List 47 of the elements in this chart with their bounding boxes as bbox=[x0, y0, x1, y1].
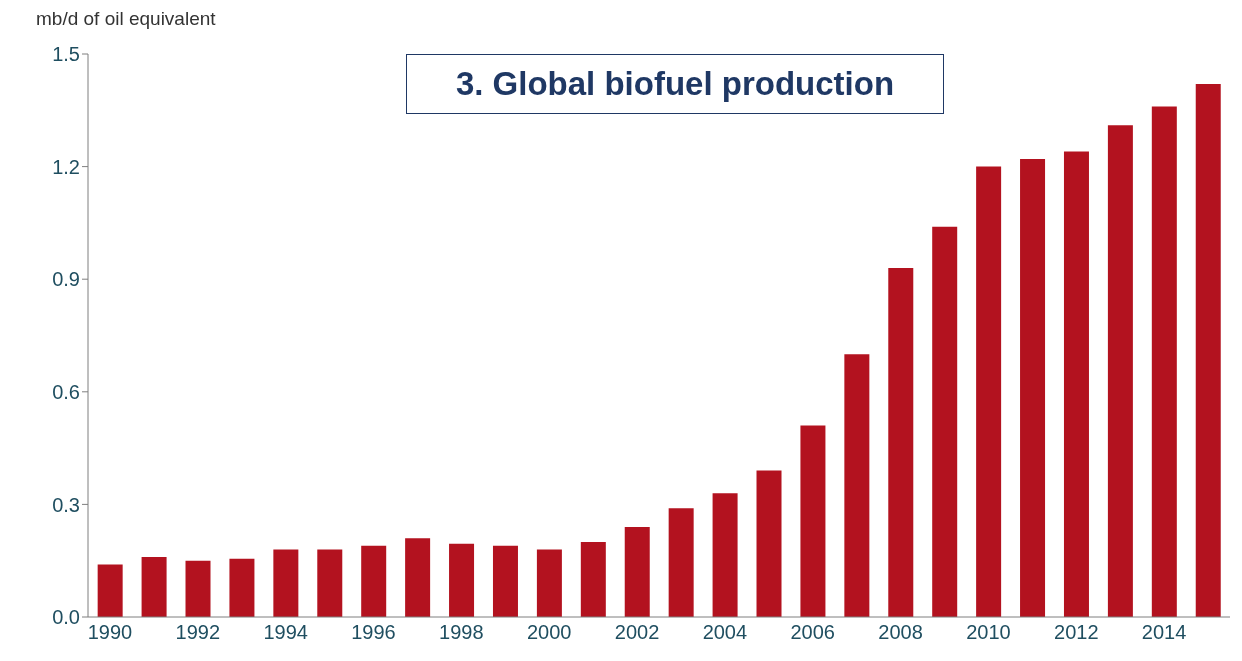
bar bbox=[1020, 159, 1046, 617]
x-tick-label: 1996 bbox=[351, 621, 396, 644]
bar bbox=[536, 549, 562, 617]
bar bbox=[888, 267, 914, 617]
bar bbox=[976, 166, 1002, 617]
y-tick-label: 1.2 bbox=[52, 155, 80, 178]
y-tick-label: 1.5 bbox=[52, 43, 80, 66]
bar bbox=[1063, 151, 1089, 617]
bar bbox=[756, 470, 782, 617]
bar bbox=[449, 543, 475, 617]
bar bbox=[141, 556, 167, 617]
bar bbox=[624, 526, 650, 617]
bar bbox=[712, 493, 738, 617]
x-tick-label: 2010 bbox=[966, 621, 1011, 644]
bar bbox=[580, 541, 606, 617]
bar bbox=[492, 545, 518, 617]
bar bbox=[844, 354, 870, 617]
bar bbox=[1107, 125, 1133, 617]
bar bbox=[185, 560, 211, 617]
bar bbox=[229, 558, 255, 617]
bar bbox=[668, 508, 694, 617]
bar bbox=[800, 425, 826, 617]
bar bbox=[317, 549, 343, 617]
bar bbox=[932, 226, 958, 617]
bar bbox=[361, 545, 387, 617]
y-tick-label: 0.3 bbox=[52, 493, 80, 516]
y-tick-label: 0.0 bbox=[52, 606, 80, 629]
x-tick-label: 2012 bbox=[1054, 621, 1099, 644]
bar bbox=[1151, 106, 1177, 617]
x-tick-label: 1992 bbox=[175, 621, 221, 644]
x-tick-label: 2014 bbox=[1141, 621, 1187, 644]
x-tick-label: 1994 bbox=[263, 621, 308, 644]
x-tick-label: 2004 bbox=[702, 621, 748, 644]
x-tick-label: 2008 bbox=[878, 621, 923, 644]
y-tick-label: 0.6 bbox=[52, 380, 80, 403]
y-axis-title: mb/d of oil equivalent bbox=[36, 8, 216, 30]
x-tick-label: 2002 bbox=[614, 621, 660, 644]
bar bbox=[97, 564, 123, 617]
x-tick-label: 2006 bbox=[790, 621, 835, 644]
y-tick-label: 0.9 bbox=[52, 268, 80, 291]
bar bbox=[1195, 84, 1221, 617]
x-tick-label: 1990 bbox=[87, 621, 133, 644]
x-tick-label: 2000 bbox=[526, 621, 572, 644]
bar bbox=[273, 549, 299, 617]
chart-title: 3. Global biofuel production bbox=[406, 54, 944, 114]
bar bbox=[405, 538, 431, 617]
x-tick-label: 1998 bbox=[439, 621, 484, 644]
